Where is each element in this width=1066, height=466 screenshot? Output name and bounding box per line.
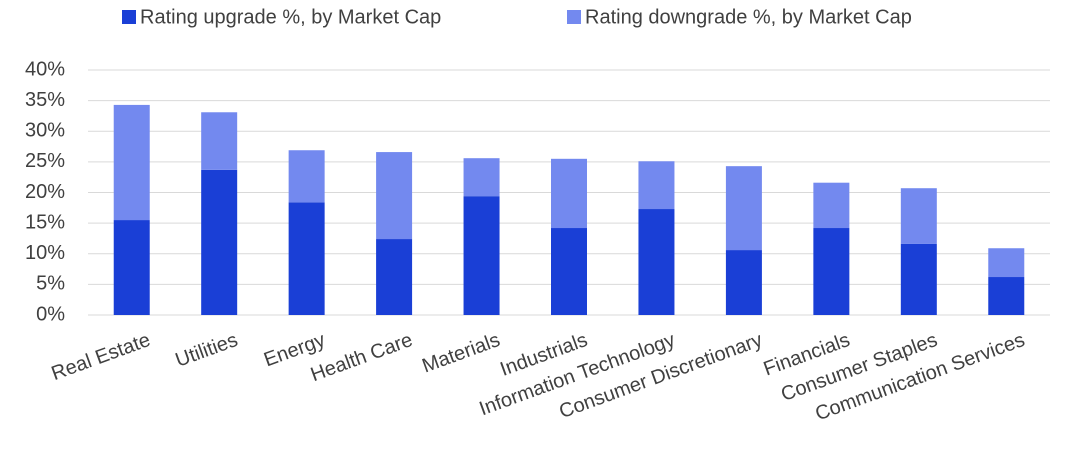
bar-segment [551,228,587,315]
y-tick-label: 35% [25,89,65,111]
legend-swatch [122,10,136,24]
bar-segment [813,182,850,229]
legend-label: Rating downgrade %, by Market Cap [585,6,912,28]
x-tick-label: Utilities [173,329,241,372]
y-tick-label: 20% [25,181,65,203]
y-tick-label: 10% [25,242,65,264]
y-tick-label: 25% [25,150,65,172]
bar-segment [725,250,762,315]
bar-segment [113,104,150,221]
y-tick-label: 5% [36,273,65,295]
x-tick-label: Health Care [308,329,416,386]
bar-segment [201,169,238,315]
bar-segment [201,112,238,170]
bar-segment [900,188,937,244]
legend-label: Rating upgrade %, by Market Cap [140,6,441,28]
y-tick-label: 0% [36,303,65,325]
bar-segment [988,248,1025,278]
bar-segment [463,196,500,315]
y-tick-label: 30% [25,120,65,142]
y-tick-label: 15% [25,211,65,233]
x-tick-label: Materials [419,329,503,377]
legend-swatch [567,10,581,24]
bar-segment [551,158,587,229]
bar-segment [376,239,413,315]
y-tick-label: 40% [25,58,65,80]
bar-segment [288,202,325,315]
bar-segment [988,277,1025,315]
x-tick-label: Real Estate [49,329,154,385]
bar-segment [900,243,937,315]
bar-segment [113,220,150,315]
bar-segment [376,152,413,240]
bar-segment [725,166,762,251]
bar-segment [638,161,675,210]
bar-segment [463,158,500,197]
bar-segment [813,228,850,315]
bar-segment [638,209,675,315]
bar-segment [288,150,325,203]
